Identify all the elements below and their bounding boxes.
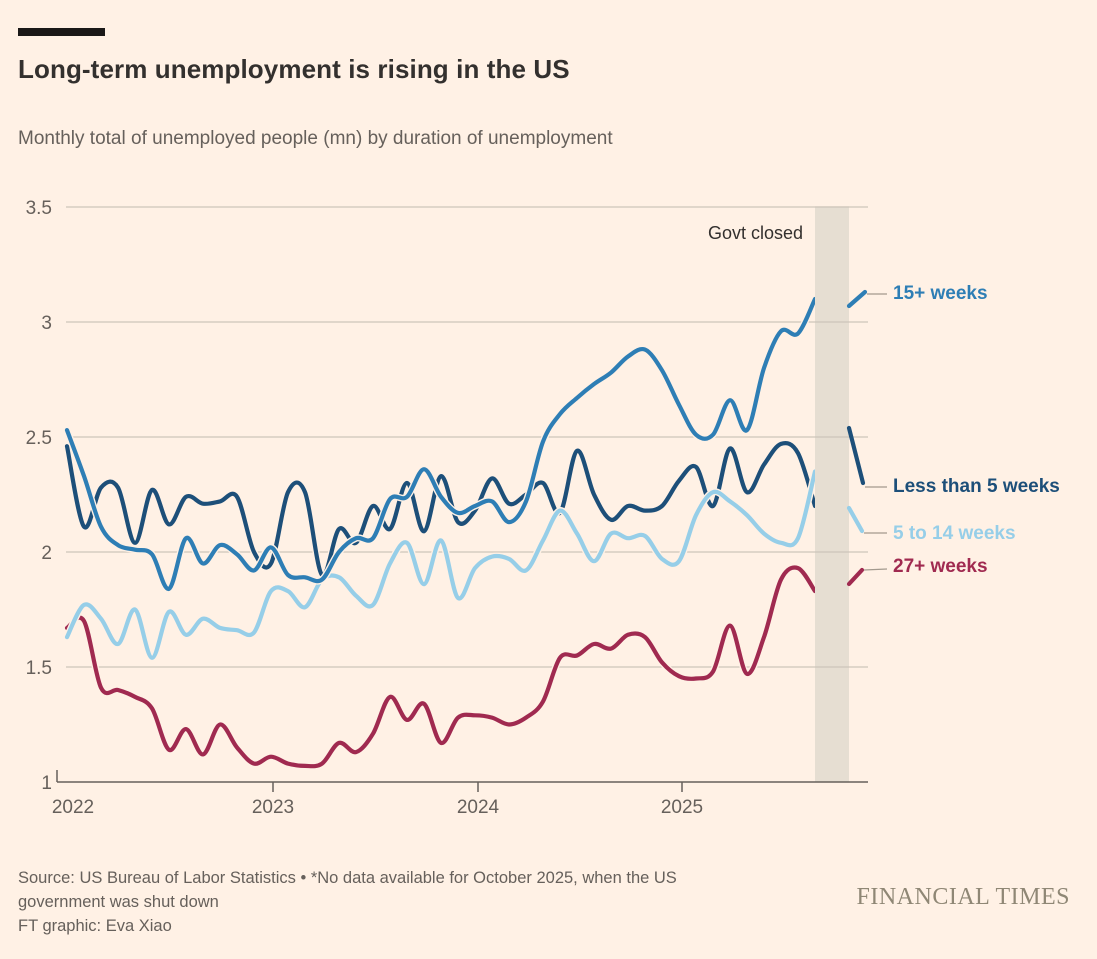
govt-closed-annotation: Govt closed	[707, 223, 803, 243]
source-note: Source: US Bureau of Labor Statistics • …	[18, 869, 677, 911]
x-tick-label-2025: 2025	[661, 797, 703, 818]
financial-times-logo: FINANCIAL TIMES	[856, 884, 1070, 910]
series-endpoint-15-weeks: 15+ weeks	[846, 283, 988, 309]
chart-footer: Source: US Bureau of Labor Statistics • …	[18, 866, 763, 938]
y-tick-label: 2.5	[26, 428, 52, 449]
page-title: Long-term unemployment is rising in the …	[18, 54, 570, 84]
series-endpoint-5-to-14-weeks: 5 to 14 weeks	[846, 505, 1016, 544]
y-tick-label: 3.5	[26, 198, 52, 219]
x-tick-label-2024: 2024	[457, 797, 500, 818]
graphic-credit: FT graphic: Eva Xiao	[18, 917, 172, 935]
y-tick-label: 2	[41, 543, 52, 564]
series-endpoint-27-weeks: 27+ weeks	[846, 556, 988, 587]
series-endpoint-less-than-5-weeks: Less than 5 weeks	[846, 425, 1060, 497]
y-axis: 3.5 3 2.5 2 1.5 1	[26, 198, 52, 794]
series-label-27-weeks: 27+ weeks	[893, 556, 988, 577]
series-lines	[63, 295, 819, 770]
chart-subtitle: Monthly total of unemployed people (mn) …	[18, 128, 613, 149]
ft-top-bar	[18, 28, 105, 36]
series-line-15-weeks	[63, 295, 819, 593]
x-tick-label-2022: 2022	[52, 797, 94, 818]
x-axis: 2022 2023 2024 2025	[52, 770, 868, 818]
y-tick-label: 3	[41, 313, 52, 334]
y-tick-label: 1	[41, 773, 52, 794]
series-label-15-weeks: 15+ weeks	[893, 283, 988, 304]
series-line-27-weeks	[63, 563, 819, 770]
govt-shutdown-band	[815, 207, 849, 782]
series-line-5-to-14-weeks	[63, 468, 819, 662]
y-tick-label: 1.5	[26, 658, 52, 679]
series-line-less-than-5-weeks	[63, 439, 819, 579]
x-tick-label-2023: 2023	[252, 797, 294, 818]
series-label-less-than-5-weeks: Less than 5 weeks	[893, 476, 1060, 497]
gridlines	[66, 206, 868, 668]
series-label-5-to-14-weeks: 5 to 14 weeks	[893, 523, 1016, 544]
